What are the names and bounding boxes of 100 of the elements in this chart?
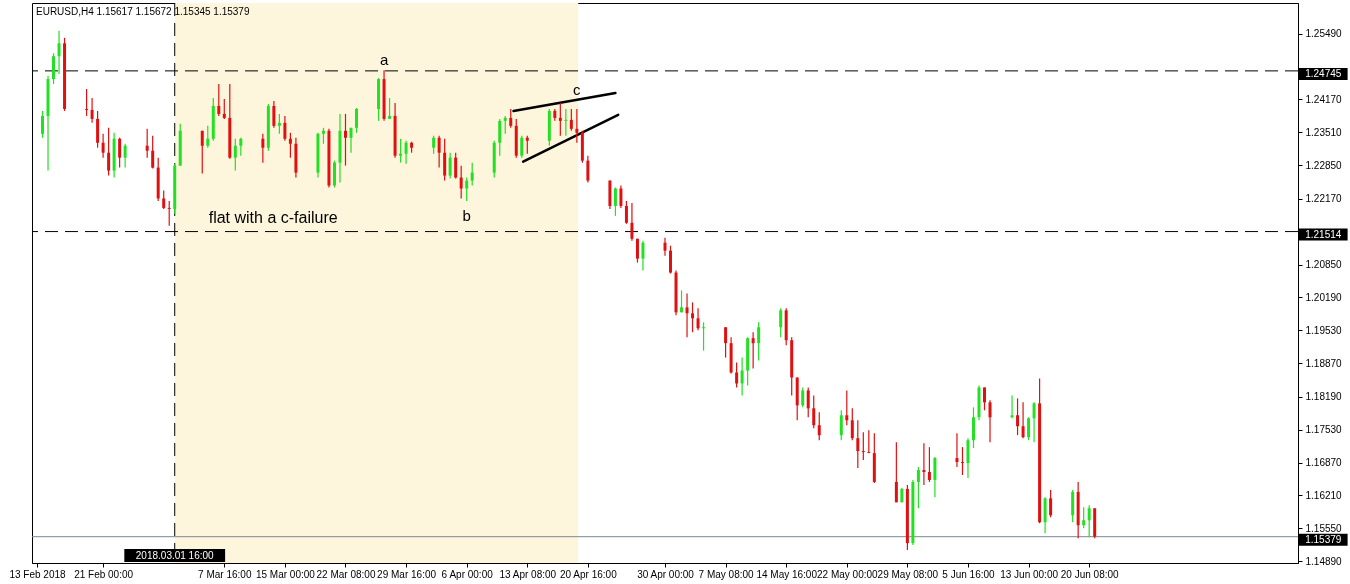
candlestick (167, 200, 171, 227)
candlestick (349, 127, 353, 154)
candlestick (277, 113, 281, 135)
candlestick (630, 202, 634, 242)
x-tick-label: 15 Mar 00:00 (255, 568, 316, 580)
x-tick-label: 21 Feb 00:00 (74, 568, 134, 580)
candlestick (971, 406, 975, 449)
candlestick (966, 437, 970, 479)
candlestick (922, 442, 926, 486)
candlestick (107, 127, 111, 177)
candlestick (470, 162, 474, 187)
candlestick (1082, 506, 1086, 529)
candlestick (861, 431, 865, 461)
candlestick (437, 135, 441, 169)
candlestick (206, 125, 210, 149)
candlestick (624, 200, 628, 225)
y-tick-label: 1.20190 (1305, 291, 1343, 303)
y-tick-label: 1.14890 (1305, 555, 1343, 567)
candlestick (41, 110, 45, 139)
candlestick (839, 409, 843, 441)
x-tick-label: 14 May 16:00 (756, 568, 818, 580)
y-tick-label: 1.23510 (1305, 126, 1343, 138)
candlestick (1071, 489, 1075, 523)
candlestick (1010, 394, 1014, 419)
candlestick (272, 100, 276, 129)
y-tick-label: 1.18870 (1305, 357, 1343, 369)
x-tick-label: 20 Jun 08:00 (1060, 568, 1120, 580)
candlestick (465, 176, 469, 202)
candlestick (332, 160, 336, 189)
x-tick-label: 22 May 00:00 (816, 568, 879, 580)
candlestick (118, 137, 122, 169)
candlestick (685, 292, 689, 338)
candlestick (1021, 401, 1025, 439)
candlestick (916, 466, 920, 509)
candlestick (955, 432, 959, 468)
candlestick (498, 118, 502, 157)
band-label: flat with a c-failure (208, 209, 338, 226)
candlestick (151, 135, 155, 170)
x-tick-label: 6 Apr 00:00 (441, 568, 494, 580)
candlestick (691, 301, 695, 333)
candlestick (288, 132, 292, 159)
x-tick-label: 29 Mar 16:00 (377, 568, 437, 580)
candlestick (575, 108, 579, 144)
candlestick (702, 321, 706, 352)
candlestick (933, 456, 937, 498)
y-tick-label: 1.17530 (1305, 424, 1343, 436)
y-tick-label: 1.22170 (1305, 193, 1343, 205)
annotation: c (573, 80, 582, 98)
candlestick (988, 399, 992, 443)
candlestick (1049, 489, 1053, 518)
candlestick (564, 108, 568, 137)
candlestick (960, 446, 964, 476)
candlestick (101, 133, 105, 159)
candlestick (801, 386, 805, 408)
candlestick (443, 138, 447, 182)
y-tick-label: 1.25490 (1305, 28, 1343, 40)
candlestick (735, 361, 739, 389)
candlestick (867, 429, 871, 454)
x-tick-label: 7 Mar 16:00 (198, 568, 252, 580)
x-tick-label: 30 Apr 00:00 (637, 568, 695, 580)
candlestick (751, 331, 755, 370)
annotation: a (379, 51, 389, 69)
ref-line-label: 1.21514 (1305, 228, 1342, 240)
candlestick (1032, 401, 1036, 443)
candlestick (779, 307, 783, 338)
y-tick-label: 1.20850 (1305, 259, 1343, 271)
y-tick-label: 1.19530 (1305, 324, 1343, 336)
candlestick (613, 186, 617, 217)
candlestick (162, 189, 166, 210)
x-tick-label: 5 Jun 16:00 (942, 568, 996, 580)
candlestick (586, 155, 590, 184)
y-tick-label: 1.18190 (1305, 391, 1343, 403)
candlestick (894, 441, 898, 503)
candlestick (641, 240, 645, 272)
candlestick (459, 165, 463, 200)
x-tick-label: 13 Feb 2018 (9, 568, 67, 580)
candlestick (52, 52, 56, 85)
candlestick (1087, 504, 1091, 538)
x-tick-label: 29 May 08:00 (877, 568, 939, 580)
candlestick (261, 133, 265, 164)
x-tick-label: 7 May 08:00 (698, 568, 755, 580)
candlestick (520, 135, 524, 159)
candlestick (569, 108, 573, 132)
candlestick (283, 115, 287, 142)
candlestick (233, 138, 237, 172)
candlestick (817, 411, 821, 441)
candlestick (96, 110, 100, 149)
candlestick (1027, 416, 1031, 441)
y-tick-label: 1.15550 (1305, 522, 1343, 534)
candlestick (145, 128, 149, 159)
candlestick (222, 98, 226, 120)
candlestick (200, 130, 204, 175)
candlestick (850, 407, 854, 441)
y-tick-label: 1.24170 (1305, 93, 1343, 105)
candlestick (57, 30, 61, 75)
chart-title: EURUSD,H4 1.15617 1.15672 1.15345 1.15379 (36, 6, 250, 17)
candlestick (509, 108, 513, 129)
x-tick-label: 22 Mar 08:00 (316, 568, 376, 580)
candlestick (927, 446, 931, 483)
candlestick (217, 83, 221, 117)
